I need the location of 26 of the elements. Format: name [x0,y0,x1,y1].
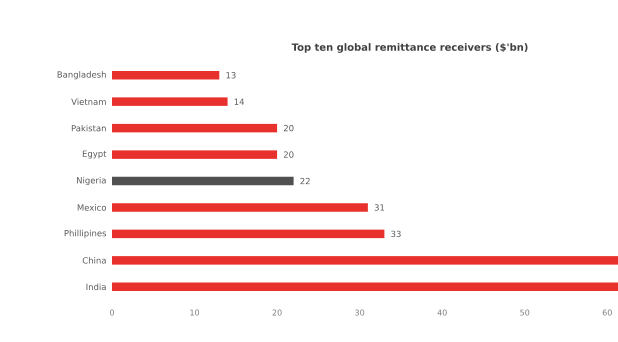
bar [112,256,618,265]
chart-title: Top ten global remittance receivers ($'bn) [292,43,528,53]
bar [112,70,220,80]
bar [112,203,368,212]
y-tick-label: China [82,257,106,264]
y-tick-label: Vietnam [71,98,106,105]
bar [112,124,278,132]
bar [112,230,384,238]
data-label: 14 [234,98,244,105]
bar [112,97,228,106]
y-tick-label: Pakistan [72,124,106,132]
y-tick-label: Bangladesh [58,71,106,80]
data-label: 22 [300,178,310,184]
bar [112,150,278,159]
data-label: 20 [284,151,294,158]
y-tick-label: Egypt [82,150,106,159]
bar [112,176,294,186]
data-label: 31 [374,204,384,211]
y-tick-label: India [86,284,106,290]
data-label: 33 [391,230,401,238]
y-tick-label: Phillipines [64,230,106,238]
data-label: 20 [284,124,294,132]
bar [112,282,618,292]
y-tick-label: Nigeria [77,176,106,186]
data-label: 13 [226,72,236,78]
y-tick-label: Mexico [78,204,106,211]
